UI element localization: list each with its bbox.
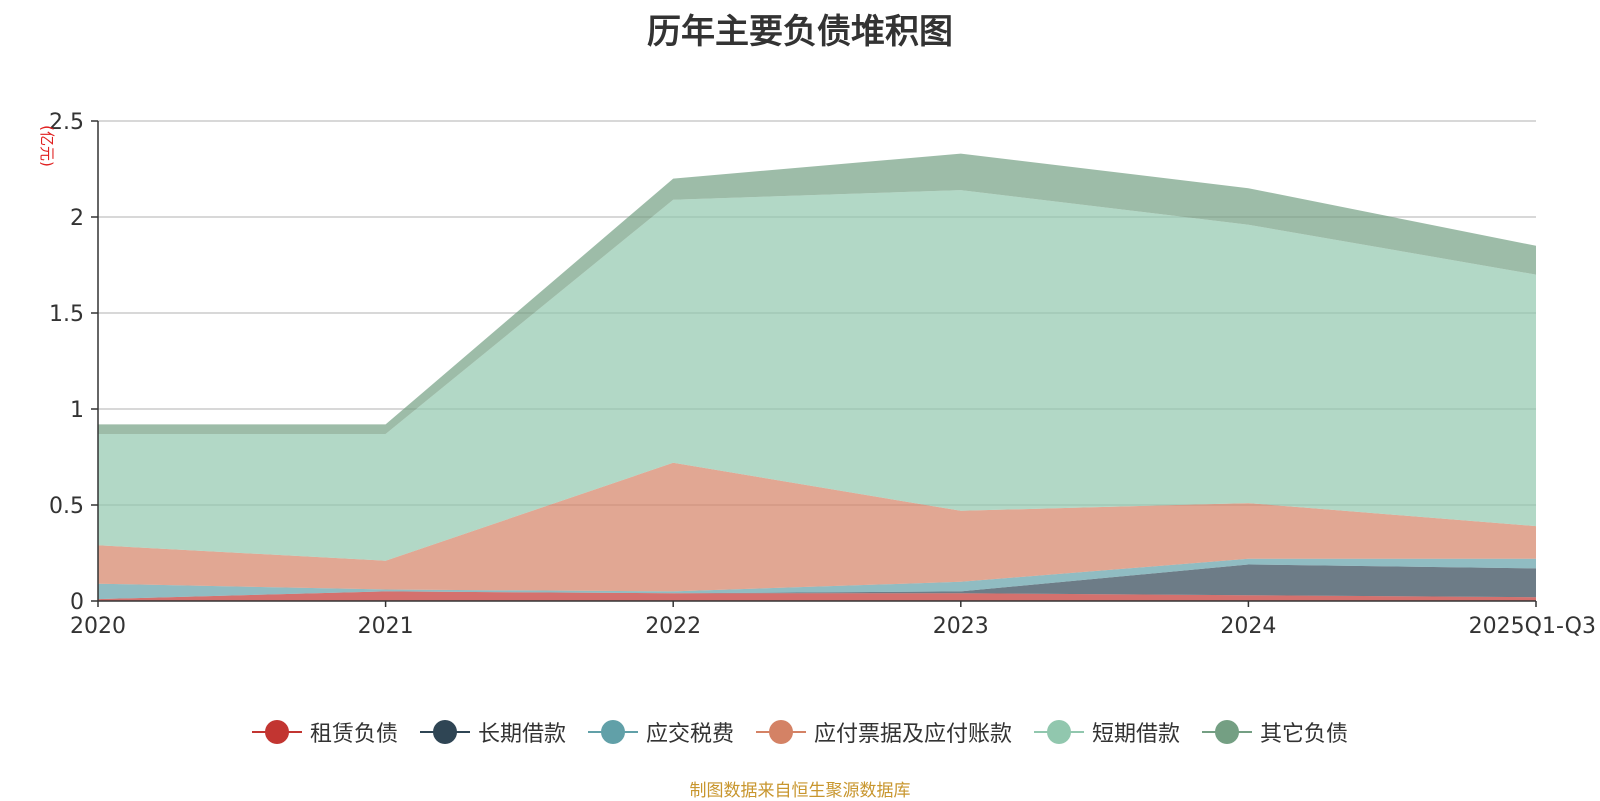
axis-layer: 0 0.5 1 1.5 2 2.5 2020 2021 2022 2023 2024 2025Q1-Q… [49, 110, 1596, 639]
y-axis-unit-label: (亿元) [38, 125, 56, 167]
legend-dot [264, 720, 289, 744]
x-tick-label: 2021 [358, 614, 414, 639]
y-tick-label: 0.5 [49, 494, 84, 519]
legend-item[interactable]: 其它负债 [1202, 716, 1348, 748]
legend-dot [1215, 720, 1240, 744]
legend-symbol-icon [756, 720, 806, 744]
legend-symbol-icon [419, 720, 470, 744]
legend: 租赁负债 长期借款 应交税费 应付票据及应付账款 短期借款 其它负债 [0, 716, 1600, 748]
y-tick-label: 1.5 [49, 302, 84, 327]
legend-label: 短期借款 [1092, 722, 1181, 747]
legend-item[interactable]: 应付票据及应付账款 [756, 716, 1012, 748]
legend-dot [600, 720, 625, 744]
x-tick-label: 2022 [645, 614, 701, 639]
legend-label: 租赁负债 [309, 722, 398, 747]
area-series-4 [98, 190, 1536, 561]
legend-symbol-icon [587, 720, 638, 744]
chart-title: 历年主要负债堆积图 [647, 12, 953, 52]
area-series-2 [98, 558, 1536, 600]
area-series-1 [98, 564, 1536, 600]
legend-item[interactable]: 短期借款 [1034, 716, 1180, 748]
legend-item[interactable]: 长期借款 [419, 716, 566, 748]
legend-label: 应付票据及应付账款 [814, 722, 1013, 747]
area-series-0 [98, 591, 1536, 601]
legend-label: 长期借款 [477, 722, 566, 747]
legend-item[interactable]: 应交税费 [587, 716, 734, 748]
x-tick-label: 2024 [1220, 614, 1276, 639]
legend-symbol-icon [1034, 720, 1085, 744]
data-source-note: 制图数据来自恒生聚源数据库 [689, 781, 911, 801]
area-series-5 [98, 153, 1536, 434]
y-tick-label: 2 [70, 206, 84, 231]
y-tick-label: 2.5 [49, 110, 84, 135]
legend-dot [1047, 720, 1072, 744]
legend-symbol-icon [1202, 720, 1253, 744]
stacked-area-chart: 0 0.5 1 1.5 2 2.5 2020 2021 2022 2023 2024 2025Q1-Q… [38, 110, 1596, 639]
legend-dot [769, 720, 793, 744]
legend-item[interactable]: 租赁负债 [251, 716, 398, 748]
legend-label: 应交税费 [645, 722, 734, 747]
y-tick-label: 0 [70, 590, 84, 615]
x-tick-label: 2020 [70, 614, 126, 639]
area-series-3 [98, 462, 1536, 592]
legend-label: 其它负债 [1260, 722, 1349, 747]
x-tick-label: 2023 [933, 614, 989, 639]
area-layer [98, 153, 1536, 601]
x-tick-label: 2025Q1-Q3 [1469, 614, 1596, 639]
legend-symbol-icon [251, 720, 302, 744]
legend-dot [432, 720, 457, 744]
y-tick-label: 1 [70, 398, 84, 423]
